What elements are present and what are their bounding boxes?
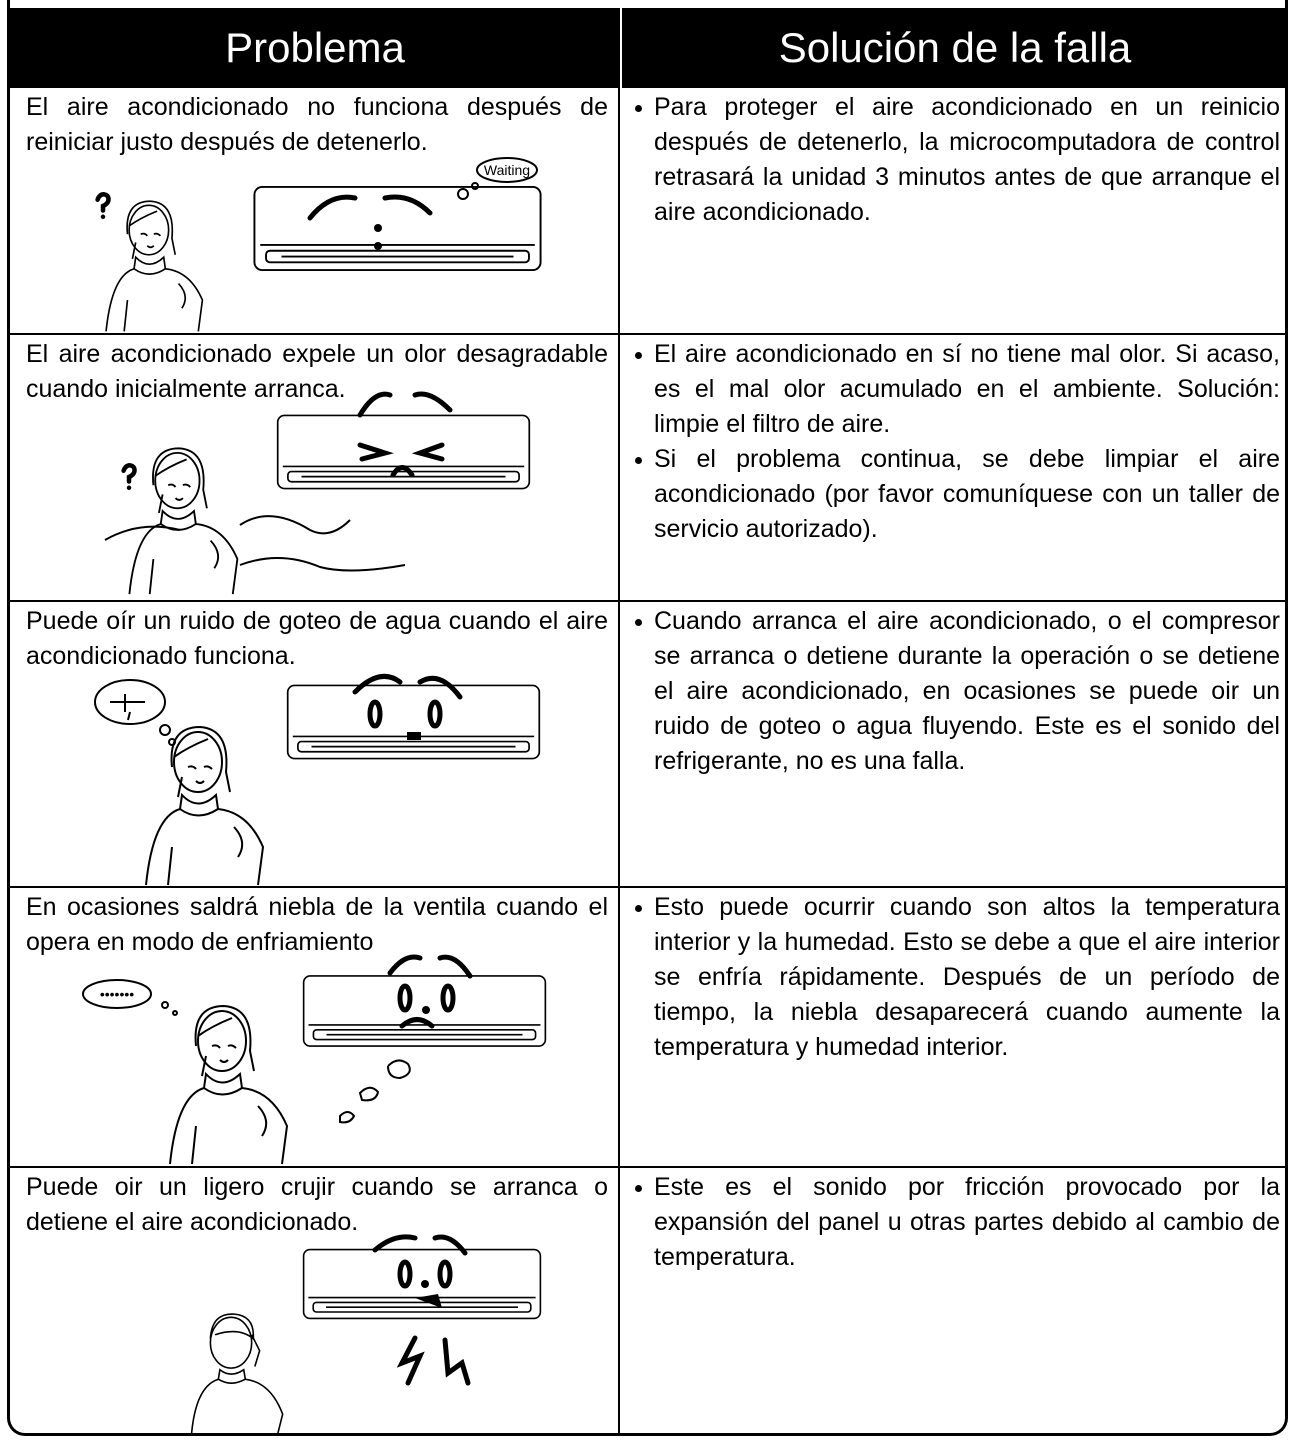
- problem-text: El aire acondicionado expele un olor des…: [26, 340, 608, 403]
- header-text: Solución de la falla: [778, 24, 1132, 71]
- bubble-label: Waiting: [484, 162, 530, 178]
- header-cell: Problema: [10, 8, 620, 88]
- problem-cell: Puede oír un ruido de goteo de agua cuan…: [10, 602, 620, 888]
- problem-cell: Waiting El aire acondicionado no funcion…: [10, 88, 620, 335]
- illustration: Waiting: [10, 157, 542, 333]
- solution-cell: Cuando arranca el aire acondicionado, o …: [620, 602, 1285, 888]
- dots: •••••••: [100, 986, 134, 1002]
- solution-cell: Este es el sonido por fricción provocado…: [620, 1168, 1285, 1433]
- solution-item: Si el problema continua, se debe limpiar…: [632, 442, 1280, 547]
- problem-text: En ocasiones saldrá niebla de la ventila…: [26, 893, 608, 956]
- solution-item: Para proteger el aire acondicionado en u…: [632, 90, 1280, 230]
- illustration: •••••••: [82, 954, 547, 1165]
- solution-item: Cuando arranca el aire acondicionado, o …: [632, 604, 1280, 779]
- header-text: Problema: [225, 24, 405, 71]
- illustration: [104, 391, 531, 596]
- problem-text: Puede oir un ligero crujir cuando se arr…: [26, 1173, 608, 1236]
- solution-cell: El aire acondicionado en sí no tiene mal…: [620, 335, 1285, 602]
- problem-text: Puede oír un ruido de goteo de agua cuan…: [26, 607, 608, 670]
- solution-item: Esto puede ocurrir cuando son altos la t…: [632, 890, 1280, 1065]
- solution-item: El aire acondicionado en sí no tiene mal…: [632, 337, 1280, 442]
- illustration: [94, 673, 541, 886]
- table: Problema Solución de la falla Waiting El…: [7, 0, 1288, 1436]
- solution-item: Este es el sonido por fricción provocado…: [632, 1170, 1280, 1275]
- problem-cell: El aire acondicionado expele un olor des…: [10, 335, 620, 602]
- illustration: [190, 1234, 542, 1433]
- problem-cell: Puede oir un ligero crujir cuando se arr…: [10, 1168, 620, 1433]
- solution-cell: Esto puede ocurrir cuando son altos la t…: [620, 888, 1285, 1168]
- problem-text: El aire acondicionado no funciona despué…: [26, 93, 608, 156]
- solution-cell: Para proteger el aire acondicionado en u…: [620, 88, 1285, 335]
- problem-cell: ••••••• En ocasiones saldrá niebla de la…: [10, 888, 620, 1168]
- header-cell: Solución de la falla: [620, 8, 1285, 88]
